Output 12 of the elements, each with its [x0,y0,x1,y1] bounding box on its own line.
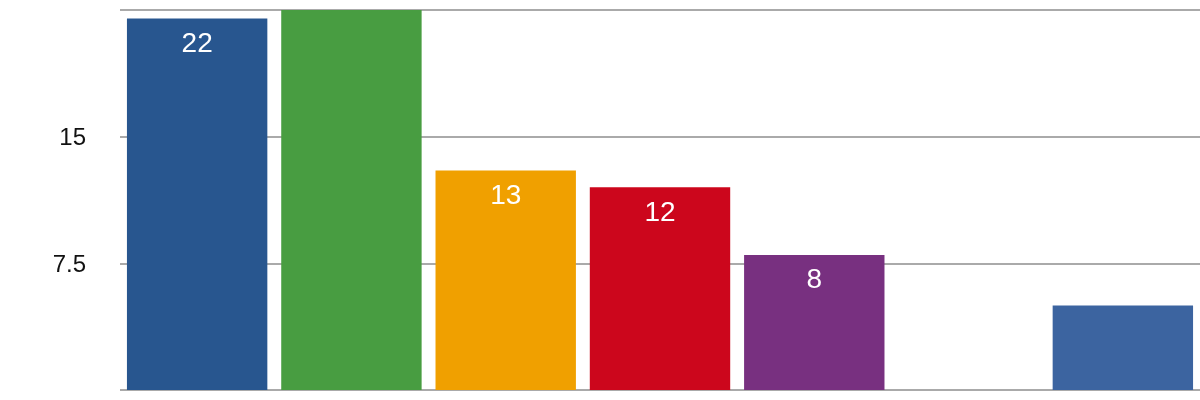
y-tick-label: 15 [59,123,86,151]
data-label: 22 [181,26,213,58]
bar [589,187,731,390]
bar [744,254,885,390]
bar [1052,305,1194,390]
bar [126,18,268,390]
data-label: 13 [490,178,522,210]
bar [281,10,422,390]
y-tick-label: 7.5 [52,249,86,277]
data-label: 8 [806,263,823,295]
data-label: 12 [644,195,676,227]
bar [435,170,576,390]
